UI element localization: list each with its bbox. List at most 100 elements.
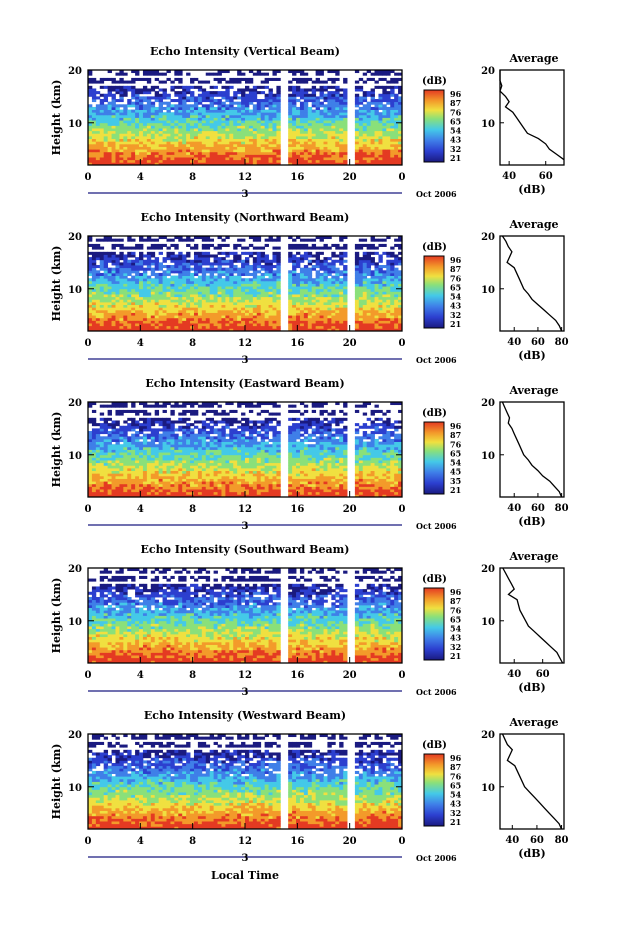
heatmap-cell bbox=[103, 288, 109, 292]
heatmap-cell bbox=[95, 489, 101, 493]
heatmap-cell bbox=[131, 262, 136, 266]
heatmap-cell bbox=[260, 286, 266, 290]
heatmap-cell bbox=[237, 143, 242, 147]
heatmap-cell bbox=[123, 112, 128, 116]
heatmap-cell bbox=[268, 114, 273, 118]
heatmap-cell bbox=[398, 246, 403, 250]
heatmap-cell bbox=[303, 486, 309, 490]
heatmap-cell bbox=[193, 246, 199, 250]
heatmap-cell bbox=[178, 72, 183, 76]
heatmap-cell bbox=[386, 70, 391, 74]
heatmap-cell bbox=[119, 317, 124, 321]
heatmap-cell bbox=[174, 304, 179, 308]
heatmap-cell bbox=[213, 151, 218, 155]
heatmap-cell bbox=[268, 120, 273, 124]
heatmap-cell bbox=[119, 280, 124, 284]
heatmap-cell bbox=[233, 288, 238, 292]
heatmap-cell bbox=[205, 109, 211, 113]
heatmap-cell bbox=[256, 135, 262, 140]
heatmap-cells bbox=[88, 70, 403, 166]
average-x-tick-label: 60 bbox=[531, 337, 545, 348]
heatmap-cell bbox=[398, 294, 403, 298]
heatmap-cell bbox=[95, 270, 101, 274]
heatmap-cell bbox=[150, 320, 156, 324]
heatmap-cell bbox=[150, 489, 156, 493]
heatmap-cell bbox=[186, 243, 191, 247]
heatmap-cell bbox=[217, 154, 222, 158]
heatmap-cell bbox=[131, 278, 136, 282]
heatmap-cell bbox=[146, 96, 152, 100]
heatmap-cell bbox=[398, 99, 403, 103]
heatmap-cell bbox=[217, 109, 222, 113]
heatmap-cell bbox=[139, 77, 144, 81]
heatmap-cell bbox=[276, 259, 281, 263]
heatmap-cell bbox=[193, 265, 199, 269]
heatmap-cell bbox=[315, 317, 320, 321]
heatmap-cell bbox=[119, 315, 124, 319]
heatmap-cell bbox=[123, 301, 128, 306]
heatmap-cell bbox=[170, 157, 175, 161]
heatmap-cell bbox=[303, 246, 309, 250]
heatmap-cell bbox=[331, 296, 336, 300]
heatmap-cell bbox=[158, 162, 163, 166]
heatmap-cell bbox=[362, 238, 368, 242]
heatmap-cell bbox=[264, 325, 269, 329]
heatmap-cell bbox=[382, 99, 387, 103]
heatmap-cell bbox=[229, 325, 234, 329]
heatmap-cell bbox=[362, 117, 368, 121]
heatmap-cell bbox=[146, 238, 152, 242]
average-x-label: (dB) bbox=[518, 183, 545, 196]
heatmap-cell bbox=[217, 307, 222, 311]
heatmap-cell bbox=[264, 114, 269, 118]
heatmap-cell bbox=[119, 267, 124, 271]
heatmap-cell bbox=[343, 143, 348, 147]
heatmap-cell bbox=[386, 262, 391, 266]
heatmap-cell bbox=[319, 96, 324, 100]
heatmap-cell bbox=[154, 320, 160, 324]
heatmap-cell bbox=[394, 254, 399, 258]
heatmap-cell bbox=[205, 283, 211, 287]
heatmap-cell bbox=[354, 491, 360, 495]
heatmap-cell bbox=[374, 125, 379, 129]
heatmap-cell bbox=[233, 93, 238, 97]
heatmap-cell bbox=[307, 246, 313, 250]
heatmap-cell bbox=[311, 122, 317, 126]
heatmap-cell bbox=[296, 80, 301, 84]
heatmap-cell bbox=[103, 236, 109, 240]
heatmap-cell bbox=[331, 151, 336, 155]
heatmap-cell bbox=[272, 238, 277, 242]
heatmap-cell bbox=[162, 265, 167, 269]
heatmap-cell bbox=[335, 109, 340, 113]
heatmap-cell bbox=[311, 317, 317, 321]
heatmap-cell bbox=[237, 304, 242, 308]
heatmap-cell bbox=[209, 146, 215, 150]
heatmap-cell bbox=[272, 304, 277, 308]
heatmap-cell bbox=[292, 265, 297, 269]
heatmap-cell bbox=[327, 159, 332, 163]
heatmap-cell bbox=[398, 288, 403, 292]
heatmap-cell bbox=[166, 309, 171, 313]
heatmap-cell bbox=[154, 280, 160, 284]
heatmap-cell bbox=[256, 275, 262, 279]
heatmap-cell bbox=[307, 238, 313, 242]
heatmap-cell bbox=[319, 259, 324, 263]
heatmap-cell bbox=[370, 291, 375, 295]
heatmap-cell bbox=[288, 106, 293, 110]
heatmap-cell bbox=[193, 325, 199, 329]
heatmap-cell bbox=[205, 122, 211, 126]
heatmap-cell bbox=[146, 106, 152, 110]
heatmap-cell bbox=[127, 138, 132, 142]
heatmap-cell bbox=[119, 162, 124, 166]
heatmap-cell bbox=[107, 317, 112, 321]
heatmap-cell bbox=[221, 270, 226, 274]
heatmap-cell bbox=[327, 320, 332, 324]
heatmap-cell bbox=[111, 101, 116, 105]
heatmap-cell bbox=[394, 101, 399, 105]
heatmap-cell bbox=[154, 323, 160, 327]
heatmap-cell bbox=[245, 141, 250, 145]
heatmap-cell bbox=[358, 238, 364, 242]
heatmap-cell bbox=[264, 125, 269, 129]
heatmap-cell bbox=[394, 286, 399, 290]
heatmap-cell bbox=[166, 325, 171, 329]
heatmap-cell bbox=[299, 130, 305, 134]
